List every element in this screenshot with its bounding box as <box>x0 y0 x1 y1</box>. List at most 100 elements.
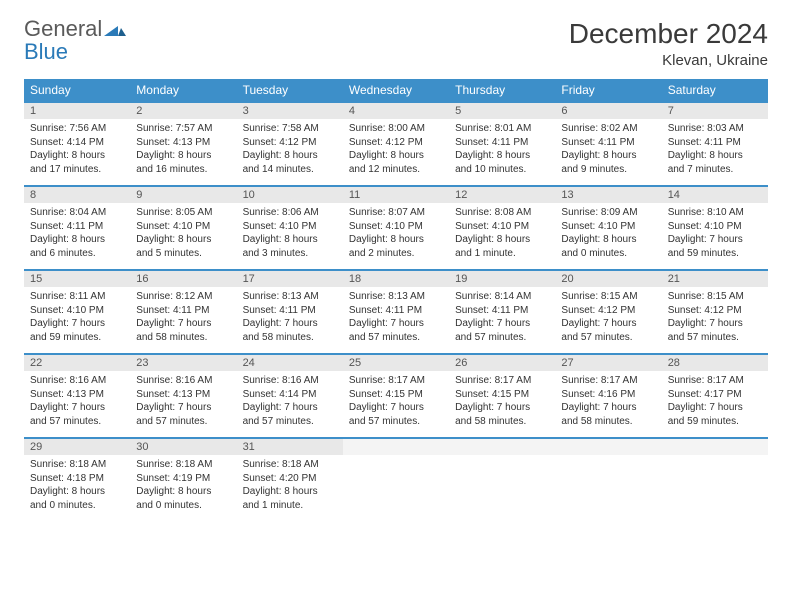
day-content: Sunrise: 8:16 AMSunset: 4:14 PMDaylight:… <box>237 371 343 434</box>
day-content: Sunrise: 8:08 AMSunset: 4:10 PMDaylight:… <box>449 203 555 266</box>
day-number: 27 <box>555 354 661 371</box>
day-number-empty <box>343 438 449 455</box>
day-number: 17 <box>237 270 343 287</box>
day-number-empty <box>662 438 768 455</box>
calendar-day-cell: 9Sunrise: 8:05 AMSunset: 4:10 PMDaylight… <box>130 186 236 270</box>
day-number: 3 <box>237 102 343 119</box>
day-number: 20 <box>555 270 661 287</box>
calendar-day-cell: 16Sunrise: 8:12 AMSunset: 4:11 PMDayligh… <box>130 270 236 354</box>
day-number: 31 <box>237 438 343 455</box>
calendar-day-cell: 7Sunrise: 8:03 AMSunset: 4:11 PMDaylight… <box>662 102 768 186</box>
day-content: Sunrise: 8:10 AMSunset: 4:10 PMDaylight:… <box>662 203 768 266</box>
calendar-day-cell: 12Sunrise: 8:08 AMSunset: 4:10 PMDayligh… <box>449 186 555 270</box>
day-number-empty <box>555 438 661 455</box>
day-content: Sunrise: 8:03 AMSunset: 4:11 PMDaylight:… <box>662 119 768 182</box>
weekday-header: Friday <box>555 79 661 102</box>
calendar-week-row: 29Sunrise: 8:18 AMSunset: 4:18 PMDayligh… <box>24 438 768 522</box>
day-content: Sunrise: 8:13 AMSunset: 4:11 PMDaylight:… <box>343 287 449 350</box>
day-number: 12 <box>449 186 555 203</box>
day-content: Sunrise: 8:15 AMSunset: 4:12 PMDaylight:… <box>662 287 768 350</box>
day-number: 7 <box>662 102 768 119</box>
calendar-day-cell: 6Sunrise: 8:02 AMSunset: 4:11 PMDaylight… <box>555 102 661 186</box>
calendar-week-row: 15Sunrise: 8:11 AMSunset: 4:10 PMDayligh… <box>24 270 768 354</box>
day-number: 29 <box>24 438 130 455</box>
logo-mark-icon <box>104 20 126 41</box>
calendar-day-cell: 21Sunrise: 8:15 AMSunset: 4:12 PMDayligh… <box>662 270 768 354</box>
day-content: Sunrise: 8:16 AMSunset: 4:13 PMDaylight:… <box>24 371 130 434</box>
calendar-day-cell: 22Sunrise: 8:16 AMSunset: 4:13 PMDayligh… <box>24 354 130 438</box>
calendar-day-cell <box>662 438 768 522</box>
day-content: Sunrise: 7:56 AMSunset: 4:14 PMDaylight:… <box>24 119 130 182</box>
calendar-day-cell: 10Sunrise: 8:06 AMSunset: 4:10 PMDayligh… <box>237 186 343 270</box>
calendar-day-cell: 15Sunrise: 8:11 AMSunset: 4:10 PMDayligh… <box>24 270 130 354</box>
calendar-week-row: 1Sunrise: 7:56 AMSunset: 4:14 PMDaylight… <box>24 102 768 186</box>
day-content: Sunrise: 8:14 AMSunset: 4:11 PMDaylight:… <box>449 287 555 350</box>
calendar-day-cell: 1Sunrise: 7:56 AMSunset: 4:14 PMDaylight… <box>24 102 130 186</box>
logo: General Blue <box>24 18 126 64</box>
day-content: Sunrise: 8:15 AMSunset: 4:12 PMDaylight:… <box>555 287 661 350</box>
day-content: Sunrise: 7:57 AMSunset: 4:13 PMDaylight:… <box>130 119 236 182</box>
day-number: 15 <box>24 270 130 287</box>
calendar-day-cell: 8Sunrise: 8:04 AMSunset: 4:11 PMDaylight… <box>24 186 130 270</box>
title-block: December 2024 Klevan, Ukraine <box>569 18 768 69</box>
calendar-day-cell: 24Sunrise: 8:16 AMSunset: 4:14 PMDayligh… <box>237 354 343 438</box>
calendar-day-cell: 18Sunrise: 8:13 AMSunset: 4:11 PMDayligh… <box>343 270 449 354</box>
calendar-day-cell: 5Sunrise: 8:01 AMSunset: 4:11 PMDaylight… <box>449 102 555 186</box>
day-number: 28 <box>662 354 768 371</box>
weekday-header: Thursday <box>449 79 555 102</box>
day-number: 14 <box>662 186 768 203</box>
calendar-day-cell: 25Sunrise: 8:17 AMSunset: 4:15 PMDayligh… <box>343 354 449 438</box>
day-number: 5 <box>449 102 555 119</box>
day-number-empty <box>449 438 555 455</box>
day-content: Sunrise: 8:07 AMSunset: 4:10 PMDaylight:… <box>343 203 449 266</box>
calendar-day-cell: 23Sunrise: 8:16 AMSunset: 4:13 PMDayligh… <box>130 354 236 438</box>
day-number: 16 <box>130 270 236 287</box>
day-number: 13 <box>555 186 661 203</box>
day-content: Sunrise: 8:17 AMSunset: 4:15 PMDaylight:… <box>343 371 449 434</box>
logo-text-blue: Blue <box>24 39 68 64</box>
calendar-week-row: 22Sunrise: 8:16 AMSunset: 4:13 PMDayligh… <box>24 354 768 438</box>
day-content: Sunrise: 8:16 AMSunset: 4:13 PMDaylight:… <box>130 371 236 434</box>
calendar-day-cell: 4Sunrise: 8:00 AMSunset: 4:12 PMDaylight… <box>343 102 449 186</box>
calendar-day-cell <box>555 438 661 522</box>
day-number: 8 <box>24 186 130 203</box>
day-content: Sunrise: 8:12 AMSunset: 4:11 PMDaylight:… <box>130 287 236 350</box>
calendar-day-cell <box>343 438 449 522</box>
day-content: Sunrise: 8:05 AMSunset: 4:10 PMDaylight:… <box>130 203 236 266</box>
weekday-header: Sunday <box>24 79 130 102</box>
calendar-day-cell <box>449 438 555 522</box>
day-number: 6 <box>555 102 661 119</box>
day-content: Sunrise: 8:06 AMSunset: 4:10 PMDaylight:… <box>237 203 343 266</box>
header: General Blue December 2024 Klevan, Ukrai… <box>24 18 768 69</box>
calendar-day-cell: 30Sunrise: 8:18 AMSunset: 4:19 PMDayligh… <box>130 438 236 522</box>
calendar-day-cell: 11Sunrise: 8:07 AMSunset: 4:10 PMDayligh… <box>343 186 449 270</box>
day-number: 11 <box>343 186 449 203</box>
calendar-day-cell: 20Sunrise: 8:15 AMSunset: 4:12 PMDayligh… <box>555 270 661 354</box>
calendar-day-cell: 3Sunrise: 7:58 AMSunset: 4:12 PMDaylight… <box>237 102 343 186</box>
weekday-header: Wednesday <box>343 79 449 102</box>
day-content: Sunrise: 8:17 AMSunset: 4:17 PMDaylight:… <box>662 371 768 434</box>
day-content: Sunrise: 8:17 AMSunset: 4:16 PMDaylight:… <box>555 371 661 434</box>
day-number: 1 <box>24 102 130 119</box>
day-content: Sunrise: 8:18 AMSunset: 4:19 PMDaylight:… <box>130 455 236 518</box>
day-number: 18 <box>343 270 449 287</box>
day-number: 30 <box>130 438 236 455</box>
day-content: Sunrise: 8:09 AMSunset: 4:10 PMDaylight:… <box>555 203 661 266</box>
calendar-day-cell: 28Sunrise: 8:17 AMSunset: 4:17 PMDayligh… <box>662 354 768 438</box>
day-content: Sunrise: 8:01 AMSunset: 4:11 PMDaylight:… <box>449 119 555 182</box>
calendar-day-cell: 31Sunrise: 8:18 AMSunset: 4:20 PMDayligh… <box>237 438 343 522</box>
location-label: Klevan, Ukraine <box>569 52 768 69</box>
day-number: 21 <box>662 270 768 287</box>
day-number: 24 <box>237 354 343 371</box>
calendar-day-cell: 26Sunrise: 8:17 AMSunset: 4:15 PMDayligh… <box>449 354 555 438</box>
day-content: Sunrise: 8:18 AMSunset: 4:20 PMDaylight:… <box>237 455 343 518</box>
day-content: Sunrise: 7:58 AMSunset: 4:12 PMDaylight:… <box>237 119 343 182</box>
day-content: Sunrise: 8:04 AMSunset: 4:11 PMDaylight:… <box>24 203 130 266</box>
day-content: Sunrise: 8:00 AMSunset: 4:12 PMDaylight:… <box>343 119 449 182</box>
calendar-day-cell: 19Sunrise: 8:14 AMSunset: 4:11 PMDayligh… <box>449 270 555 354</box>
day-number: 10 <box>237 186 343 203</box>
day-number: 9 <box>130 186 236 203</box>
day-content: Sunrise: 8:17 AMSunset: 4:15 PMDaylight:… <box>449 371 555 434</box>
calendar-day-cell: 2Sunrise: 7:57 AMSunset: 4:13 PMDaylight… <box>130 102 236 186</box>
day-number: 26 <box>449 354 555 371</box>
